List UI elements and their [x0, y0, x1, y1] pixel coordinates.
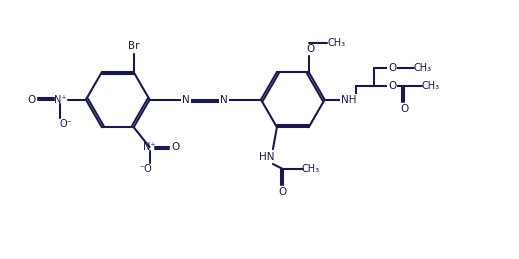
Text: O: O — [27, 95, 35, 105]
Text: CH₃: CH₃ — [327, 38, 346, 48]
Text: O: O — [307, 44, 315, 54]
Text: N: N — [221, 95, 228, 105]
Text: HN: HN — [259, 152, 275, 162]
Text: CH₃: CH₃ — [413, 63, 431, 73]
Text: CH₃: CH₃ — [302, 164, 320, 174]
Text: O: O — [279, 187, 287, 197]
Text: O: O — [171, 142, 180, 152]
Text: O⁻: O⁻ — [60, 119, 73, 128]
Text: CH₃: CH₃ — [421, 81, 439, 91]
Text: O: O — [388, 81, 397, 91]
Text: N: N — [183, 95, 190, 105]
Text: N⁺: N⁺ — [54, 95, 66, 105]
Text: O: O — [388, 63, 397, 73]
Text: N⁺: N⁺ — [143, 142, 156, 152]
Text: Br: Br — [128, 41, 140, 51]
Text: ⁻O: ⁻O — [139, 164, 152, 174]
Text: NH: NH — [341, 95, 356, 105]
Text: O: O — [400, 104, 408, 114]
